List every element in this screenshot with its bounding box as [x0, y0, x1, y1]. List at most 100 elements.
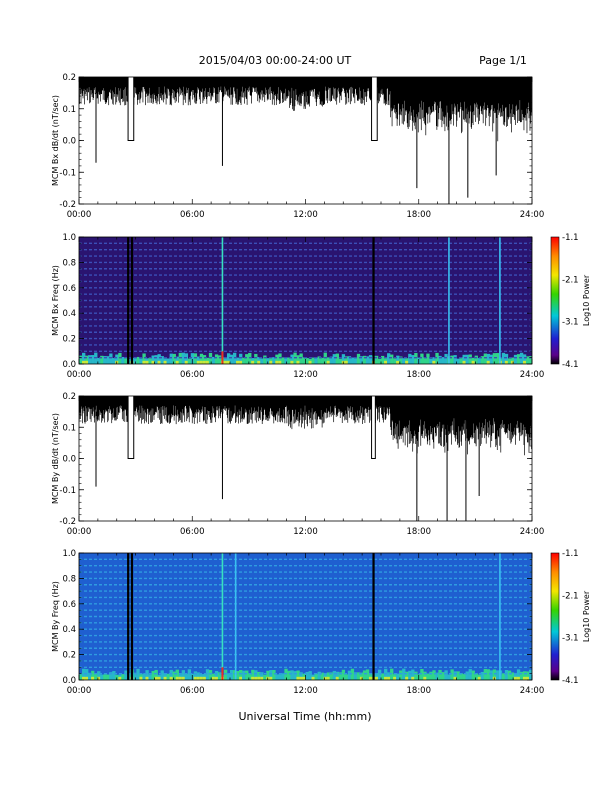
low-freq-peak [85, 360, 89, 364]
low-freq-cell [384, 357, 388, 364]
low-freq-peak [462, 360, 466, 364]
plot-area [79, 553, 532, 680]
low-freq-cell [169, 669, 173, 680]
low-freq-cell [459, 357, 463, 364]
low-freq-peak [97, 676, 101, 680]
y-axis-label: MCM By Freq (Hz) [51, 581, 60, 652]
low-freq-cell [106, 356, 110, 364]
x-tick-label: 12:00 [293, 686, 318, 696]
low-freq-cell [462, 354, 466, 364]
low-freq-peak [278, 360, 282, 364]
low-freq-peak [323, 676, 327, 680]
low-freq-cell [528, 356, 532, 364]
low-freq-cell [435, 672, 439, 680]
low-freq-cell [377, 358, 382, 364]
low-freq-cell [272, 357, 276, 364]
colorbar-tick: -1.1 [562, 549, 579, 559]
low-freq-peak [251, 676, 255, 680]
y-tick-label: 0.0 [62, 360, 76, 370]
y-tick-label: 0.2 [62, 392, 76, 402]
low-freq-peak [175, 676, 179, 680]
low-freq-cell [474, 673, 478, 680]
low-freq-cell [477, 358, 481, 364]
low-freq-cell [365, 669, 370, 680]
low-freq-peak [175, 360, 179, 364]
low-freq-cell [154, 669, 158, 680]
low-freq-peak [82, 676, 86, 680]
y-tick-label: 0.8 [62, 258, 76, 268]
low-freq-cell [160, 356, 164, 364]
low-freq-cell [528, 669, 532, 680]
low-freq-cell [317, 671, 321, 680]
plot-area [79, 77, 532, 204]
low-freq-cell [121, 674, 125, 680]
low-freq-cell [396, 673, 400, 680]
low-freq-cell [260, 358, 264, 364]
x-tick-label: 24:00 [520, 527, 545, 537]
low-freq-peak [326, 360, 330, 364]
low-freq-cell [335, 353, 340, 364]
low-freq-cell [377, 669, 382, 680]
low-freq-cell [414, 352, 418, 364]
y-tick-label: 0.6 [62, 600, 76, 610]
low-freq-cell [103, 674, 107, 680]
x-tick-label: 12:00 [293, 210, 318, 220]
low-freq-cell [489, 670, 494, 680]
y-tick-label: 0.4 [62, 625, 76, 635]
low-freq-cell [112, 358, 116, 364]
low-freq-cell [438, 669, 442, 680]
low-freq-peak [142, 360, 146, 364]
low-freq-cell [88, 672, 92, 680]
low-freq-cell [359, 672, 364, 680]
x-tick-label: 18:00 [407, 686, 432, 696]
low-freq-peak [157, 676, 161, 680]
low-freq-cell [405, 671, 409, 680]
power-peak [221, 351, 224, 364]
low-freq-cell [115, 354, 119, 364]
low-freq-cell [519, 352, 524, 364]
low-freq-cell [501, 352, 506, 364]
low-freq-cell [148, 357, 152, 364]
x-tick-label: 00:00 [67, 686, 92, 696]
low-freq-cell [82, 352, 86, 364]
x-tick-label: 00:00 [67, 210, 92, 220]
dropout-1 [127, 77, 135, 141]
low-freq-cell [453, 671, 457, 680]
y-tick-label: -0.2 [59, 200, 76, 210]
low-freq-cell [266, 358, 270, 364]
low-freq-cell [305, 357, 309, 364]
low-freq-cell [359, 356, 364, 364]
low-freq-cell [522, 671, 527, 680]
low-freq-cell [447, 674, 451, 680]
low-freq-cell [420, 353, 424, 364]
low-freq-cell [263, 355, 267, 364]
low-freq-cell [320, 357, 324, 364]
low-freq-cell [226, 673, 231, 680]
low-freq-peak [471, 360, 475, 364]
low-freq-peak [384, 676, 388, 680]
low-freq-cell [317, 356, 321, 364]
low-freq-cell [278, 674, 282, 680]
low-freq-cell [513, 672, 518, 680]
low-freq-cell [362, 670, 367, 680]
x-tick-label: 06:00 [180, 686, 205, 696]
low-freq-cell [223, 669, 228, 680]
low-freq-cell [414, 671, 418, 680]
x-tick-label: 24:00 [520, 370, 545, 380]
low-freq-peak [85, 676, 89, 680]
low-freq-cell [347, 356, 352, 364]
low-freq-cell [275, 354, 279, 364]
low-freq-cell [82, 668, 86, 680]
low-freq-cell [163, 673, 167, 680]
low-freq-cell [381, 355, 385, 364]
low-freq-cell [302, 357, 306, 364]
low-freq-cell [402, 358, 406, 364]
low-freq-cell [136, 356, 140, 364]
low-freq-cell [184, 353, 189, 364]
low-freq-cell [368, 673, 373, 680]
low-freq-cell [341, 669, 346, 680]
low-freq-cell [510, 357, 515, 364]
low-freq-cell [272, 670, 276, 680]
low-freq-cell [444, 670, 448, 680]
